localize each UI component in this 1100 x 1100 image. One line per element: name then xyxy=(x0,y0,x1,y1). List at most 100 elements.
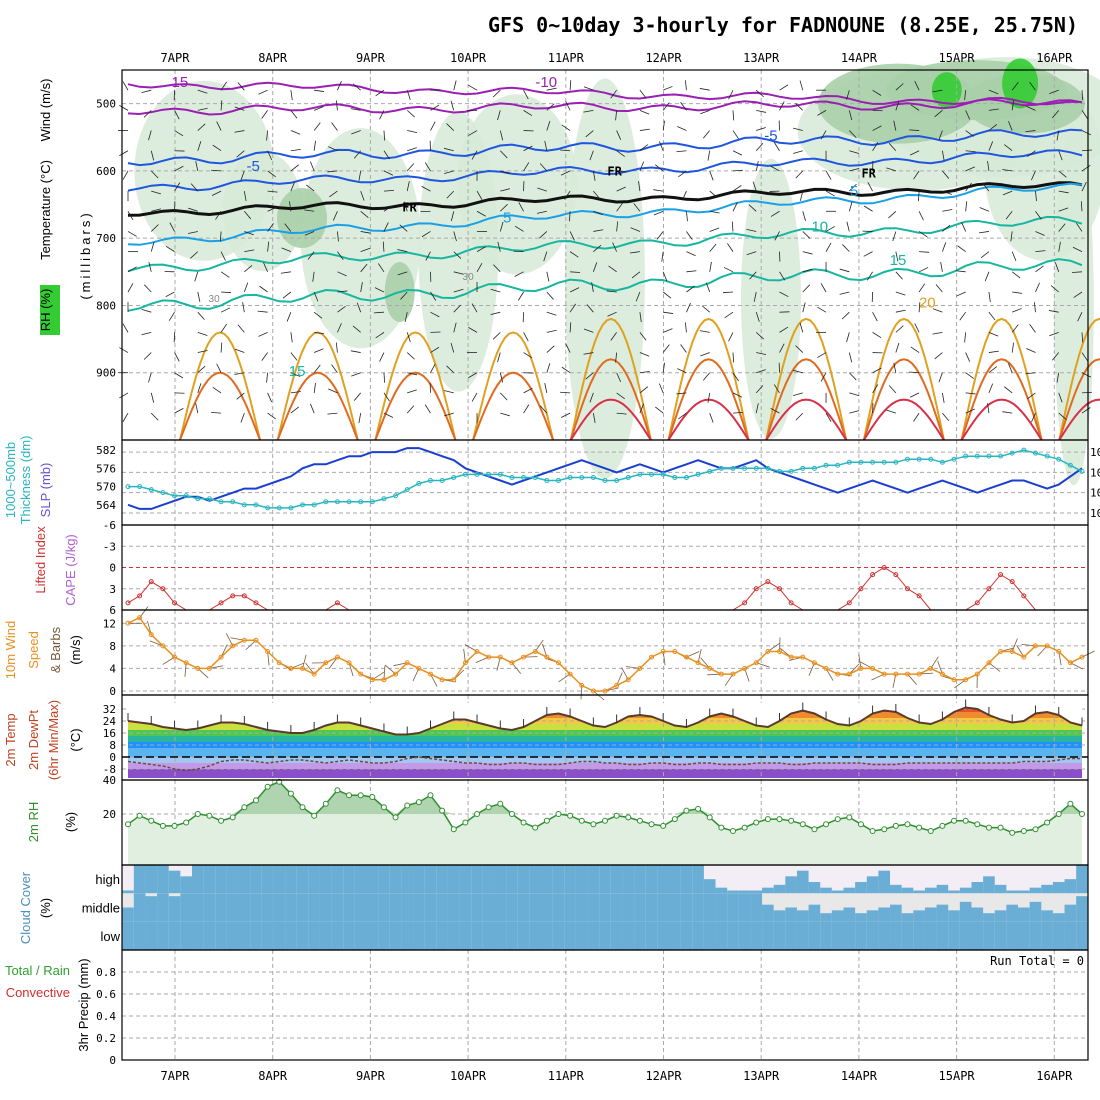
wind-barb xyxy=(379,110,385,120)
wind-barb xyxy=(591,282,594,293)
rh2m-point xyxy=(706,814,713,821)
wind-barb xyxy=(337,290,348,293)
wind-barb xyxy=(639,370,650,374)
wind-barb xyxy=(174,110,180,120)
date-label-bottom: 7APR xyxy=(161,1069,191,1083)
pressure-ylabel-left2: 1000~500mb xyxy=(3,442,18,518)
wind-barb xyxy=(978,231,989,234)
cloud-high-cell xyxy=(1064,879,1077,894)
cloud-mid-cell xyxy=(285,893,298,922)
cloud-high-cell xyxy=(1041,884,1054,894)
cloud-mid-cell xyxy=(994,910,1007,922)
wind-barb xyxy=(215,211,222,220)
rh2m-point xyxy=(520,819,527,826)
cloud-high-cell xyxy=(1029,887,1042,894)
wind-barb xyxy=(150,150,155,161)
cloud-high-cell xyxy=(948,890,961,894)
wind-barb xyxy=(471,303,478,313)
wind-barb xyxy=(290,181,295,192)
wind-barb xyxy=(220,342,223,353)
rh2m-point xyxy=(939,822,946,829)
wind-barb xyxy=(560,391,571,394)
wind-barb xyxy=(802,268,813,273)
cloud-mid-cell xyxy=(529,893,542,922)
panel-frames xyxy=(121,69,1089,1061)
thickness-point xyxy=(753,465,759,471)
wind-barb xyxy=(893,120,897,131)
rh-legend-swatch xyxy=(40,285,60,335)
wind-barb xyxy=(956,291,966,297)
rh2m-point xyxy=(567,812,574,819)
wind-barb xyxy=(127,231,137,237)
wind-barb xyxy=(211,411,222,414)
contour-label: 15 xyxy=(289,363,306,380)
wind-barb xyxy=(211,169,222,172)
wind-barb xyxy=(774,231,780,241)
wind-barb xyxy=(616,392,625,400)
wind-barb xyxy=(514,271,524,277)
wind-barb xyxy=(500,188,511,192)
cloud-high-cell xyxy=(145,865,158,894)
wind-barb xyxy=(770,165,780,172)
wind-barb xyxy=(383,205,393,212)
wind10m-speed-point xyxy=(230,643,236,649)
wind10m-speed-point xyxy=(311,671,317,677)
rh2m-point xyxy=(753,819,760,826)
wind-barb xyxy=(705,282,711,293)
wind-barb xyxy=(500,392,508,401)
rh2m-point xyxy=(357,792,364,799)
rh-shaded-area-peak xyxy=(1002,58,1039,109)
cloud-low-cell xyxy=(645,921,658,950)
thickness-point xyxy=(1044,453,1050,459)
wind-barb xyxy=(565,343,571,353)
wind-barb xyxy=(638,181,641,192)
wind-barb xyxy=(500,412,511,417)
cloud-high-cell xyxy=(261,865,274,894)
rh2m-point xyxy=(799,821,806,828)
wind-barb xyxy=(425,251,431,261)
wind10m-speed-point xyxy=(788,654,794,660)
cloud-mid-cell xyxy=(983,913,996,922)
wind-barb xyxy=(337,80,342,91)
wind10m-speed-point xyxy=(742,665,748,671)
lifted-index-point xyxy=(230,593,236,599)
wind10m-speed-point xyxy=(672,649,678,654)
wind-barb xyxy=(430,363,436,373)
lifted-index-point xyxy=(765,579,771,585)
wind-barb xyxy=(979,207,990,212)
lifted-index-point xyxy=(893,572,899,578)
wind10m-speed-point xyxy=(369,677,375,683)
thickness-point xyxy=(300,502,306,508)
wind-barb xyxy=(914,81,920,91)
wind-barb xyxy=(144,284,152,293)
cloud-mid-cell xyxy=(296,893,309,922)
cloud-level-label: high xyxy=(95,872,120,887)
rh2m-fill-high xyxy=(128,781,1082,814)
temp-contour-25 xyxy=(1058,358,1100,441)
wind-barb xyxy=(918,283,926,293)
thickness-point xyxy=(544,478,550,483)
wind-barb xyxy=(1002,169,1013,172)
wind-barb xyxy=(863,205,873,212)
date-label-top: 9APR xyxy=(356,51,386,65)
temp-contour-20 xyxy=(472,331,555,441)
wind-barb xyxy=(1008,121,1013,131)
temp-tick-label: 16 xyxy=(103,727,116,740)
wind-barb xyxy=(662,271,668,282)
wind-barb xyxy=(197,383,202,394)
rh-units: (%) xyxy=(63,812,78,832)
cloud-low-cell xyxy=(936,921,949,950)
wind-barb xyxy=(731,221,734,232)
rh2m-point xyxy=(334,787,341,794)
cloud-low-cell xyxy=(517,921,530,950)
wind-barb xyxy=(723,267,734,273)
wind-barb xyxy=(895,100,900,111)
wind-barb xyxy=(375,89,385,97)
cloud-mid-cell xyxy=(1018,907,1031,922)
wind-barb xyxy=(148,262,152,272)
wind-barb xyxy=(909,150,920,156)
cloud-high-cell-empty xyxy=(820,865,833,894)
rh2m-point xyxy=(997,824,1004,831)
cloud-high-cell xyxy=(482,865,495,894)
wind-barb xyxy=(350,108,361,111)
